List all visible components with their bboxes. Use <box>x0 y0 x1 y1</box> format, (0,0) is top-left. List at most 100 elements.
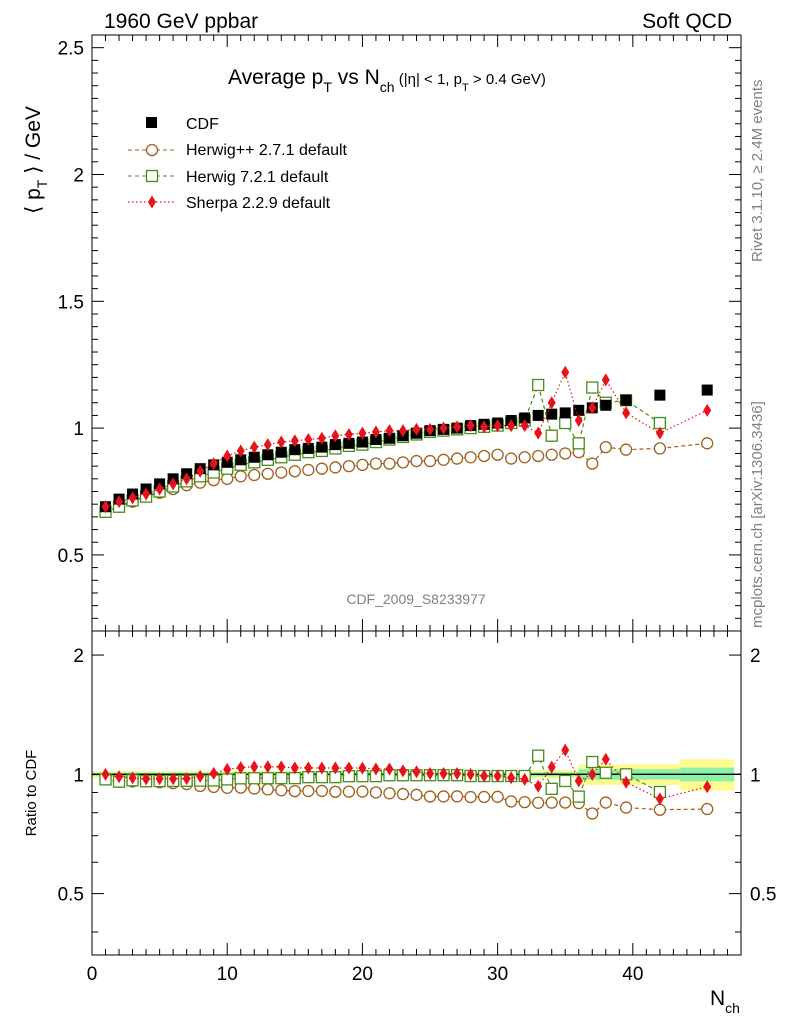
ratio-y-tick-label-right: 1 <box>750 765 761 786</box>
ratio-point-herwigpp <box>261 783 274 796</box>
ratio-point-sherpa <box>223 762 232 776</box>
point-cdf <box>519 412 531 424</box>
y-axis-label: ⟨ pT ⟩ / GeV <box>22 106 50 214</box>
legend-entry-cdf: CDF <box>146 116 219 133</box>
ratio-point-sherpa <box>263 760 272 774</box>
ratio-point-herwigpp <box>701 802 714 816</box>
point-sherpa <box>385 424 394 438</box>
ratio-point-herwigpp <box>356 785 369 798</box>
ratio-point-sherpa <box>439 766 448 780</box>
point-herwigpp <box>450 452 464 465</box>
main-plot-panel: 0.5 1 1.5 2 2.5 Average pT vs Nch (|η| < 1, … <box>22 34 742 632</box>
point-sherpa <box>358 426 367 440</box>
point-cdf <box>370 434 382 446</box>
legend: CDF Herwig++ 2.7.1 default Herwig 7.2.1 … <box>128 116 348 212</box>
ratio-point-sherpa <box>547 760 556 774</box>
ratio-point-herwigpp <box>302 784 315 798</box>
point-cdf <box>302 442 314 454</box>
ratio-point-herwigpp <box>410 788 423 801</box>
point-sherpa <box>304 433 313 447</box>
point-sherpa <box>520 419 529 433</box>
point-sherpa <box>236 444 245 458</box>
ratio-point-sherpa <box>453 766 462 780</box>
point-herwigpp <box>302 463 315 477</box>
point-herwigpp <box>559 447 572 460</box>
legend-label-sherpa: Sherpa 2.2.9 default <box>186 195 331 212</box>
main-axis-ticks <box>91 34 742 632</box>
ratio-y-tick-label: 0.5 <box>58 885 84 906</box>
ratio-point-sherpa <box>142 772 151 786</box>
point-sherpa <box>142 487 151 501</box>
point-herwigpp <box>329 461 342 474</box>
point-sherpa <box>561 365 570 379</box>
ratio-point-herwigpp <box>464 790 477 804</box>
point-sherpa <box>344 427 353 441</box>
ratio-point-herwig7 <box>559 774 572 788</box>
header-right-label: Soft QCD <box>642 10 732 33</box>
x-tick-label: 10 <box>217 964 238 985</box>
point-herwigpp <box>261 467 274 480</box>
ratio-point-herwigpp <box>329 785 342 798</box>
point-sherpa <box>466 419 475 433</box>
point-cdf <box>343 437 355 449</box>
ratio-point-herwigpp <box>477 790 491 804</box>
legend-entry-herwig7: Herwig 7.2.1 default <box>128 169 329 186</box>
point-herwigpp <box>619 443 633 456</box>
ratio-point-sherpa <box>655 792 664 806</box>
point-sherpa <box>507 419 516 433</box>
ratio-point-sherpa <box>426 766 435 780</box>
ratio-point-sherpa <box>331 761 340 775</box>
point-sherpa <box>277 435 286 449</box>
ratio-point-sherpa <box>412 765 421 779</box>
legend-marker-herwigpp <box>145 143 159 157</box>
ratio-point-sherpa <box>169 772 178 786</box>
main-y-tick-labels: 0.5 1 1.5 2 2.5 <box>58 39 84 567</box>
ratio-point-sherpa <box>358 761 367 775</box>
point-sherpa <box>480 420 489 434</box>
point-herwigpp <box>423 454 437 468</box>
ratio-plot-panel: 0.5 0.5 1 1 2 2 Ratio to CDF <box>23 630 776 956</box>
ratio-point-herwigpp <box>559 796 572 809</box>
point-herwigpp <box>383 457 396 470</box>
point-herwigpp <box>701 437 714 450</box>
ratio-point-sherpa <box>507 771 516 785</box>
point-herwig7 <box>532 378 545 392</box>
point-herwig7 <box>545 429 558 442</box>
point-sherpa <box>331 429 340 443</box>
ratio-point-sherpa <box>574 774 583 788</box>
series-line-sherpa <box>105 370 708 508</box>
ratio-series-layer <box>99 743 714 820</box>
point-herwig7 <box>586 381 599 394</box>
point-cdf <box>275 446 287 458</box>
ratio-point-sherpa <box>588 767 597 781</box>
ratio-point-herwigpp <box>383 787 396 800</box>
point-sherpa <box>574 413 583 427</box>
point-sherpa <box>223 449 232 463</box>
ratio-y-tick-label: 2 <box>73 646 84 667</box>
ratio-point-herwig7 <box>586 755 599 769</box>
ratio-point-herwig7 <box>275 772 288 785</box>
point-herwigpp <box>545 448 558 461</box>
ratio-point-sherpa <box>344 761 353 775</box>
point-herwigpp <box>248 468 261 482</box>
point-sherpa <box>371 425 380 439</box>
point-sherpa <box>453 420 462 434</box>
x-tick-label: 0 <box>87 964 98 985</box>
x-axis-label: Nch <box>710 987 740 1016</box>
point-sherpa <box>534 426 543 440</box>
ratio-point-sherpa <box>534 779 543 793</box>
ratio-point-sherpa <box>250 760 259 774</box>
plot-title: Average pT vs Nch (|η| < 1, pT > 0.4 GeV… <box>228 66 546 95</box>
ratio-point-herwig7 <box>572 790 585 803</box>
point-herwigpp <box>532 449 545 463</box>
ratio-point-herwigpp <box>275 784 288 797</box>
y-tick-label: 2 <box>73 165 84 186</box>
point-cdf <box>701 384 713 396</box>
point-cdf <box>620 394 632 406</box>
analysis-label: CDF_2009_S8233977 <box>346 591 486 607</box>
point-cdf <box>235 454 247 466</box>
point-herwigpp <box>504 452 518 465</box>
ratio-point-sherpa <box>182 772 191 786</box>
point-herwigpp <box>369 457 383 470</box>
